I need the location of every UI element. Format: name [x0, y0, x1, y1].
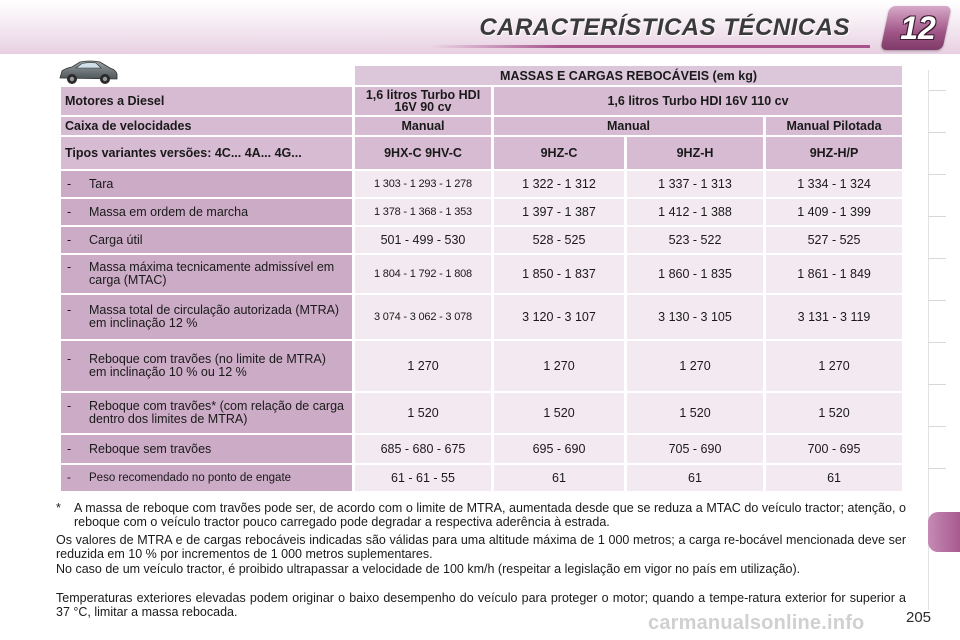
gearbox-label: Caixa de velocidades	[61, 117, 352, 135]
row-label: Massa em ordem de marcha	[89, 204, 249, 219]
variants-label: Tipos variantes versões: 4C... 4A... 4G.…	[61, 137, 352, 169]
table-row: - Peso recomendado no ponto de engate 61 …	[61, 465, 903, 491]
table-title: MASSAS E CARGAS REBOCÁVEIS (em kg)	[355, 66, 903, 85]
row-value: 1 861 - 1 849	[766, 255, 903, 293]
row-value: 700 - 695	[766, 435, 903, 463]
gearbox-piloted: Manual Pilotada	[766, 117, 903, 135]
row-value: 1 334 - 1 324	[766, 171, 903, 197]
row-value: 3 074 - 3 062 - 3 078	[355, 295, 491, 339]
row-value: 1 378 - 1 368 - 1 353	[355, 199, 491, 225]
row-value: 61	[494, 465, 624, 491]
paragraph-temperature: Temperaturas exteriores elevadas podem o…	[56, 591, 906, 619]
edge-tick	[928, 90, 946, 91]
edge-tick	[928, 174, 946, 175]
paragraph-speed: No caso de um veículo tractor, é proibid…	[56, 562, 801, 576]
row-label: Peso recomendado no ponto de engate	[89, 471, 292, 484]
row-value: 61	[766, 465, 903, 491]
row-value: 1 397 - 1 387	[494, 199, 624, 225]
engine-90cv: 1,6 litros Turbo HDI 16V 90 cv	[355, 87, 491, 115]
row-value: 527 - 525	[766, 227, 903, 253]
row-label: Massa máxima tecnicamente admissível em …	[89, 260, 335, 287]
row-value: 1 850 - 1 837	[494, 255, 624, 293]
row-value: 528 - 525	[494, 227, 624, 253]
table-row: - Massa em ordem de marcha 1 378 - 1 368 …	[61, 199, 903, 225]
page-edge-index	[928, 70, 960, 610]
row-value: 1 409 - 1 399	[766, 199, 903, 225]
edge-tick	[928, 384, 946, 385]
row-value: 1 520	[627, 393, 763, 433]
row-label: Reboque sem travões	[89, 441, 212, 456]
row-value: 1 270	[494, 341, 624, 391]
row-value: 685 - 680 - 675	[355, 435, 491, 463]
edge-tick	[928, 426, 946, 427]
variant-9hz-hp: 9HZ-H/P	[766, 137, 903, 169]
chapter-side-tab[interactable]	[928, 512, 960, 552]
row-value: 523 - 522	[627, 227, 763, 253]
masses-table: MASSAS E CARGAS REBOCÁVEIS (em kg) Motor…	[58, 64, 905, 493]
page-title: CARACTERÍSTICAS TÉCNICAS	[479, 14, 850, 41]
row-value: 501 - 499 - 530	[355, 227, 491, 253]
variant-9hz-c: 9HZ-C	[494, 137, 624, 169]
row-value: 1 804 - 1 792 - 1 808	[355, 255, 491, 293]
car-icon	[59, 60, 118, 84]
table-row: - Massa total de circulação autorizada (M…	[61, 295, 903, 339]
row-label: Tara	[89, 176, 114, 191]
table-row: - Tara 1 303 - 1 293 - 1 278 1 322 - 1 31…	[61, 171, 903, 197]
row-value: 1 520	[766, 393, 903, 433]
row-label: Massa total de circulação autorizada (MT…	[89, 303, 340, 317]
row-value: 1 303 - 1 293 - 1 278	[355, 171, 491, 197]
footnote-marker: *	[56, 501, 61, 515]
row-value: 695 - 690	[494, 435, 624, 463]
engines-label: Motores a Diesel	[61, 87, 352, 115]
edge-line	[928, 70, 929, 610]
table-row: - Reboque com travões (no limite de MTRA)…	[61, 341, 903, 391]
variant-9hz-h: 9HZ-H	[627, 137, 763, 169]
engine-90cv-label: 1,6 litros Turbo HDI 16V 90 cv	[365, 88, 481, 114]
gearbox-manual-110: Manual	[494, 117, 763, 135]
chapter-number: 12	[900, 10, 936, 46]
table-row: - Massa máxima tecnicamente admissível em…	[61, 255, 903, 293]
row-value: 3 131 - 3 119	[766, 295, 903, 339]
row-label: Reboque com travões* (com relação de car…	[89, 399, 344, 426]
row-value: 61	[627, 465, 763, 491]
row-value: 1 337 - 1 313	[627, 171, 763, 197]
edge-tick	[928, 300, 946, 301]
row-value: 3 120 - 3 107	[494, 295, 624, 339]
row-value: 1 860 - 1 835	[627, 255, 763, 293]
row-value: 1 270	[766, 341, 903, 391]
row-note: em inclinação 12 %	[89, 316, 198, 330]
gearbox-manual-90: Manual	[355, 117, 491, 135]
table-row: - Reboque com travões* (com relação de ca…	[61, 393, 903, 433]
table-row: - Carga útil 501 - 499 - 530 528 - 525 52…	[61, 227, 903, 253]
row-value: 61 - 61 - 55	[355, 465, 491, 491]
row-value: 3 130 - 3 105	[627, 295, 763, 339]
header-rule	[430, 45, 870, 48]
edge-tick	[928, 258, 946, 259]
page-number: 205	[906, 609, 932, 626]
row-value: 1 322 - 1 312	[494, 171, 624, 197]
footnote: * A massa de reboque com travões pode se…	[56, 501, 906, 529]
row-value: 1 270	[627, 341, 763, 391]
paragraph-altitude: Os valores de MTRA e de cargas rebocávei…	[56, 533, 906, 561]
edge-tick	[928, 132, 946, 133]
row-value: 1 412 - 1 388	[627, 199, 763, 225]
variant-9hx: 9HX-C 9HV-C	[355, 137, 491, 169]
row-label: Carga útil	[89, 232, 143, 247]
row-label: Reboque com travões (no limite de MTRA)	[89, 352, 326, 366]
row-value: 1 520	[494, 393, 624, 433]
row-value: 1 520	[355, 393, 491, 433]
edge-tick	[928, 468, 946, 469]
engine-110cv: 1,6 litros Turbo HDI 16V 110 cv	[494, 87, 903, 115]
row-note: em inclinação 10 % ou 12 %	[89, 365, 247, 379]
watermark: carmanualsonline.info	[648, 612, 865, 634]
edge-tick	[928, 342, 946, 343]
table-row: - Reboque sem travões 685 - 680 - 675 695…	[61, 435, 903, 463]
edge-tick	[928, 216, 946, 217]
row-value: 1 270	[355, 341, 491, 391]
row-value: 705 - 690	[627, 435, 763, 463]
footnote-text: A massa de reboque com travões pode ser,…	[74, 501, 906, 529]
